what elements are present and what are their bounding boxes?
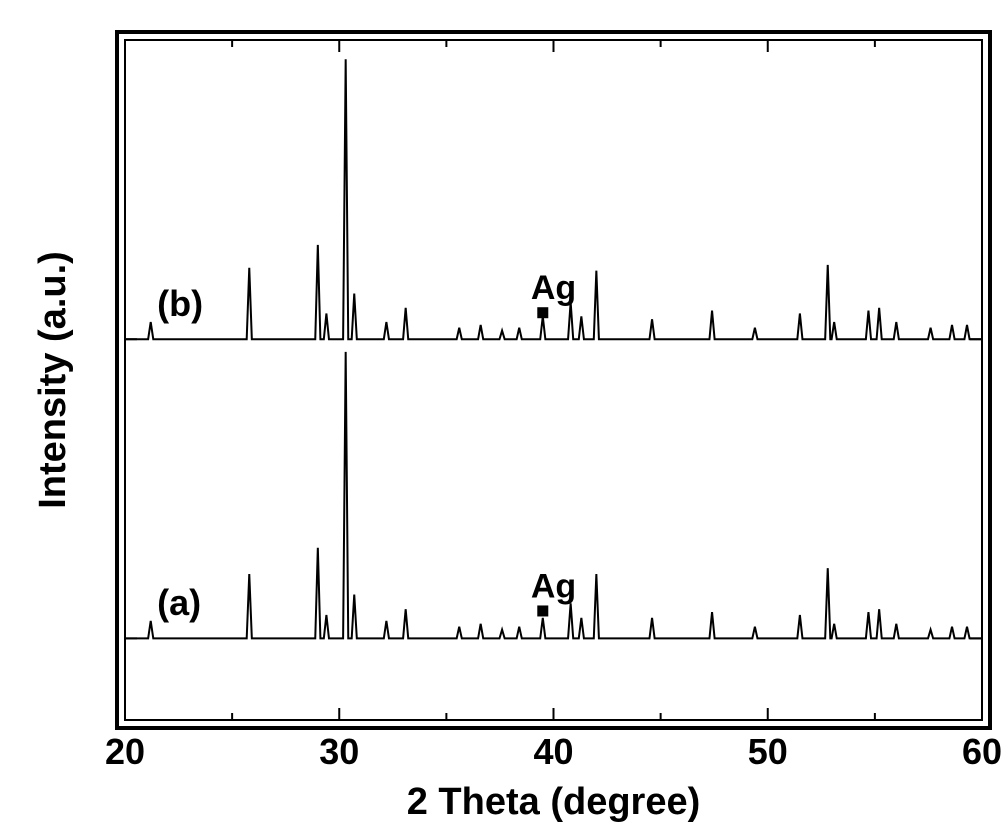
annotation-a-0-marker [537,605,548,616]
trace-label-a: (a) [157,582,201,623]
annotation-b-0-label: Ag [531,269,576,307]
x-tick-label: 30 [319,731,359,772]
chart-container: 20 30 40 50 60 2 Theta (degree) Intensity (a.u… [0,0,1006,827]
chart-svg: 20 30 40 50 60 2 Theta (degree) Intensity (a.u… [0,0,1006,827]
trace-label-b: (b) [157,283,203,324]
annotation-a-0-label: Ag [531,567,576,605]
x-tick-label: 60 [962,731,1002,772]
x-tick-label: 20 [105,731,145,772]
y-axis-label: Intensity (a.u.) [32,251,74,509]
x-tick-label: 50 [748,731,788,772]
x-axis-label: 2 Theta (degree) [407,781,701,823]
x-tick-label: 40 [533,731,573,772]
annotation-b-0-marker [537,307,548,318]
